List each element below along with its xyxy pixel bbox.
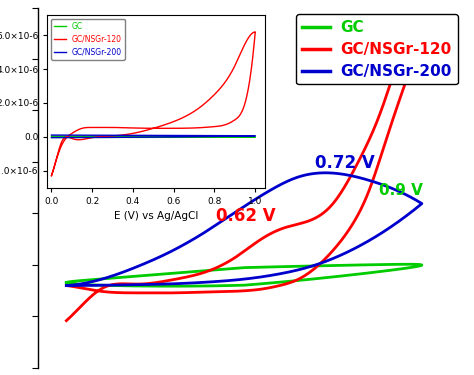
Text: 0.72 V: 0.72 V xyxy=(315,154,375,172)
Text: 0.62 V: 0.62 V xyxy=(216,207,275,225)
Text: 0.9 V: 0.9 V xyxy=(379,183,423,198)
X-axis label: E (V) vs Ag/AgCl: E (V) vs Ag/AgCl xyxy=(114,211,199,221)
Legend: GC, GC/NSGr-120, GC/NSGr-200: GC, GC/NSGr-120, GC/NSGr-200 xyxy=(296,15,457,84)
Legend: GC, GC/NSGr-120, GC/NSGr-200: GC, GC/NSGr-120, GC/NSGr-200 xyxy=(51,19,125,60)
